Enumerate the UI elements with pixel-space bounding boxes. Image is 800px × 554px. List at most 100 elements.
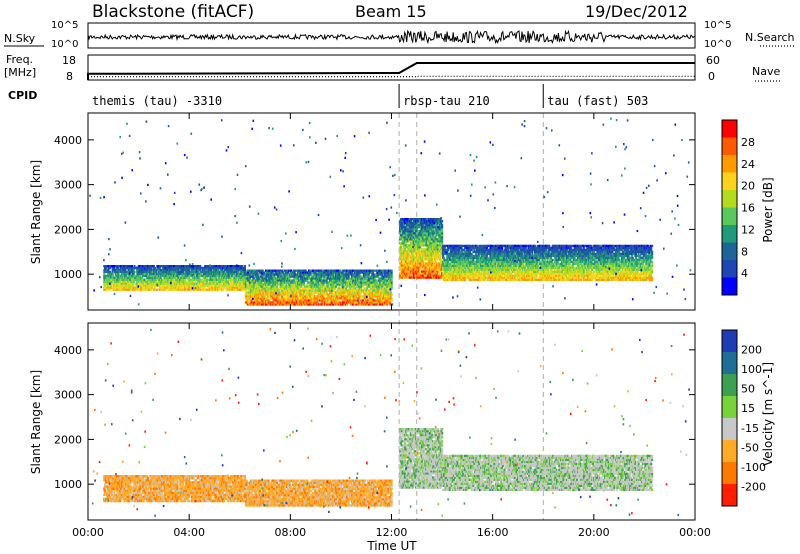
data-cell <box>337 299 339 301</box>
data-cell <box>133 281 135 283</box>
data-cell <box>391 277 393 279</box>
nsky-tick-low: 10^0 <box>51 39 78 50</box>
data-cell <box>241 289 243 291</box>
data-cell <box>419 268 421 270</box>
data-cell <box>420 264 422 266</box>
data-cell <box>184 289 186 291</box>
data-cell <box>262 281 264 283</box>
data-cell <box>109 271 111 273</box>
data-cell <box>236 279 238 281</box>
data-cell <box>236 273 238 275</box>
data-cell <box>402 260 404 262</box>
nsky-label: N.Sky <box>4 32 36 45</box>
data-cell <box>184 279 186 281</box>
data-cell <box>391 285 393 287</box>
data-cell <box>254 281 256 283</box>
data-cell <box>400 246 402 248</box>
data-cell <box>247 301 249 303</box>
data-cell <box>346 303 348 305</box>
data-cell <box>306 283 308 285</box>
data-cell <box>269 283 271 285</box>
data-cell <box>386 303 388 305</box>
data-cell <box>374 277 376 279</box>
data-cell <box>201 279 203 281</box>
data-cell <box>286 273 288 275</box>
data-cell <box>406 276 408 278</box>
data-cell <box>125 279 127 281</box>
data-cell <box>250 289 252 291</box>
data-cell <box>429 268 431 270</box>
data-cell <box>125 273 127 275</box>
data-cell <box>419 246 421 248</box>
data-cell <box>312 287 314 289</box>
data-cell <box>164 285 166 287</box>
data-cell <box>106 289 108 291</box>
data-cell <box>222 289 224 291</box>
data-cell <box>399 232 401 234</box>
data-cell <box>391 299 393 301</box>
data-cell <box>219 275 221 277</box>
data-cell <box>315 297 317 299</box>
data-cell <box>150 289 152 291</box>
data-cell <box>345 287 347 289</box>
data-cell <box>137 273 139 275</box>
data-cell <box>303 281 305 283</box>
data-cell <box>380 293 382 295</box>
data-cell <box>212 265 214 267</box>
data-cell <box>432 228 434 230</box>
data-cell <box>360 293 362 295</box>
data-cell <box>303 275 305 277</box>
data-cell <box>333 273 335 275</box>
data-cell <box>246 281 248 283</box>
data-cell <box>258 299 260 301</box>
data-cell <box>368 273 370 275</box>
data-cell <box>399 274 401 276</box>
data-cell <box>193 269 195 271</box>
data-cell <box>379 281 381 283</box>
data-cell <box>436 242 438 244</box>
data-cell <box>279 295 281 297</box>
data-cell <box>403 256 405 258</box>
data-cell <box>362 285 364 287</box>
data-cell <box>297 277 299 279</box>
freq-tick-low: 8 <box>66 70 73 83</box>
data-cell <box>271 295 273 297</box>
data-cell <box>372 297 374 299</box>
data-cell <box>381 299 383 301</box>
data-cell <box>360 287 362 289</box>
data-cell <box>172 279 174 281</box>
nsearch-tick-low: 10^0 <box>704 39 731 50</box>
data-cell <box>376 281 378 283</box>
cpid-segment-label: tau (fast) 503 <box>547 94 648 108</box>
data-cell <box>218 289 220 291</box>
data-cell <box>292 283 294 285</box>
data-cell <box>301 299 303 301</box>
data-cell <box>436 224 438 226</box>
data-cell <box>407 274 409 276</box>
data-cell <box>103 273 105 275</box>
data-cell <box>296 293 298 295</box>
data-cell <box>118 273 120 275</box>
data-cell <box>306 279 308 281</box>
data-cell <box>412 252 414 254</box>
data-cell <box>358 279 360 281</box>
power-scatter-cells <box>89 118 691 306</box>
data-cell <box>360 275 362 277</box>
data-cell <box>383 303 385 305</box>
data-cell <box>153 273 155 275</box>
data-cell <box>209 279 211 281</box>
data-cell <box>155 269 157 271</box>
freq-label-1: Freq. <box>6 53 33 66</box>
data-cell <box>363 279 365 281</box>
data-cell <box>335 285 337 287</box>
data-cell <box>112 273 114 275</box>
data-cell <box>287 303 289 305</box>
data-cell <box>419 272 421 274</box>
data-cell <box>413 236 415 238</box>
data-cell <box>277 283 279 285</box>
data-cell <box>289 277 291 279</box>
data-cell <box>267 285 269 287</box>
data-cell <box>284 281 286 283</box>
data-cell <box>274 275 276 277</box>
data-cell <box>355 295 357 297</box>
